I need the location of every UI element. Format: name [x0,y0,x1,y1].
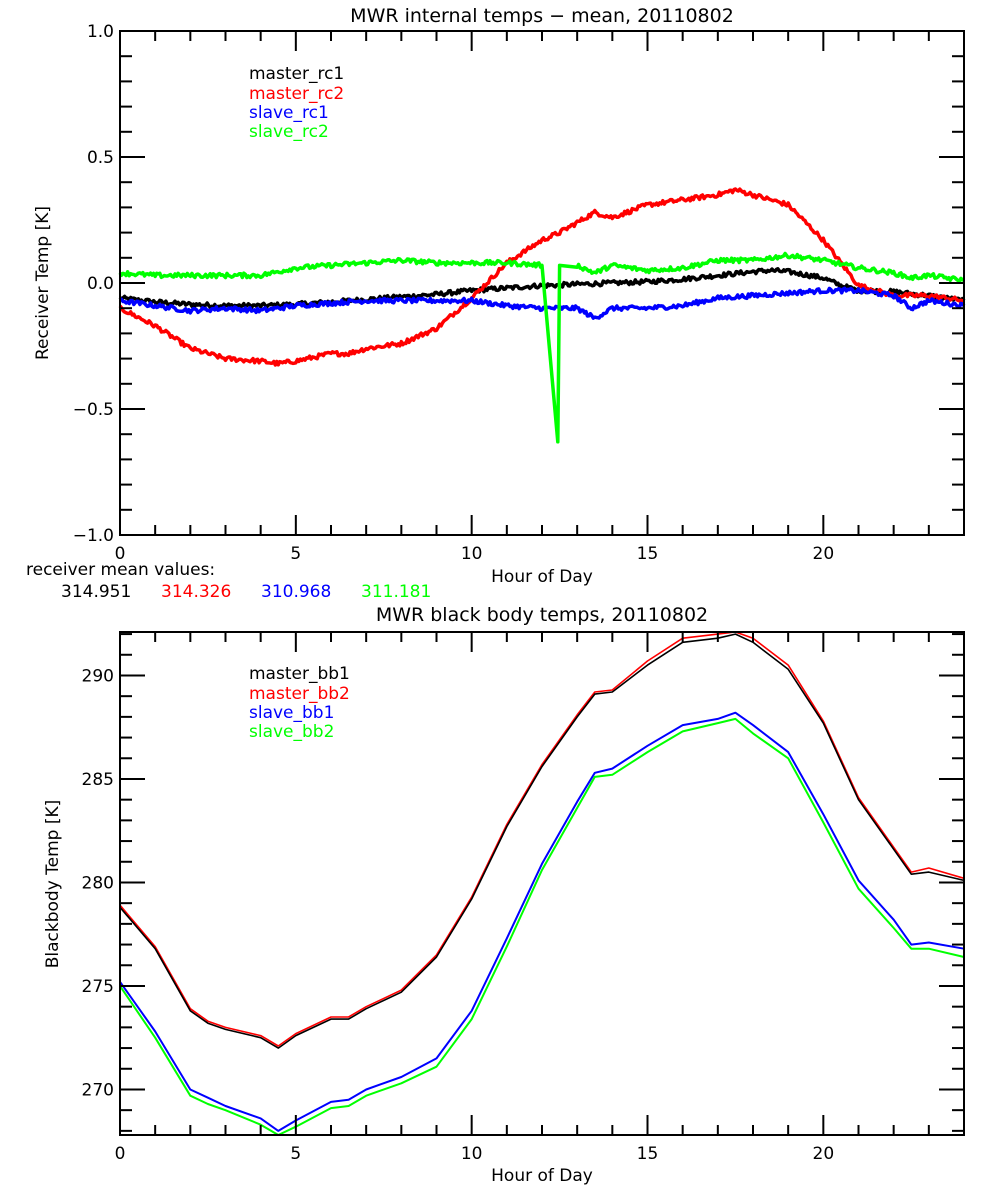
y-tick-label: 285 [82,770,114,790]
series-line-slave_bb1 [119,711,965,1132]
ticks-group: 0 5 10 15 20 −1.0 −0.5 0.0 0.5 1.0 [73,22,965,564]
x-axis-label: Hour of Day [491,1166,593,1186]
y-tick-label: 1.0 [87,22,114,42]
series-group [119,631,965,1136]
legend-item: slave_rc1 [249,103,329,123]
blackbody-temps-chart: MWR black body temps, 20110802 0 5 10 15 20 2… [43,604,965,1186]
chart-title: MWR black body temps, 20110802 [376,604,708,626]
x-tick-label: 10 [461,544,483,564]
plot-frame [119,631,965,1136]
y-tick-label: 275 [82,977,114,997]
y-tick-label: 270 [82,1080,114,1100]
x-tick-label: 5 [290,544,301,564]
legend-item: slave_bb2 [249,722,334,742]
x-tick-label: 20 [813,1144,835,1164]
legend-item: master_rc1 [249,64,344,84]
x-tick-label: 15 [637,544,659,564]
y-tick-label: 290 [82,666,114,686]
legend-item: slave_rc2 [249,122,329,142]
y-tick-label: 280 [82,873,114,893]
legend: master_rc1 master_rc2 slave_rc1 slave_rc… [249,64,344,142]
x-tick-label: 10 [461,1144,483,1164]
y-tick-label: 0.0 [87,274,114,294]
y-tick-label: −1.0 [73,526,114,546]
x-tick-label: 5 [290,1144,301,1164]
x-axis-label: Hour of Day [491,567,593,587]
y-tick-label: −0.5 [73,400,114,420]
mean-value: 314.326 [161,582,231,602]
mean-values-label: receiver mean values: [26,560,215,580]
mean-value: 310.968 [261,582,331,602]
y-axis-label: Blackbody Temp [K] [43,800,63,969]
series-line-slave_rc1 [119,286,966,320]
internal-temps-chart: MWR internal temps − mean, 20110802 0 5 10… [26,5,966,602]
legend-item: master_bb2 [249,684,350,704]
series-line-master_rc2 [118,187,965,367]
series-line-master_bb2 [119,631,965,1047]
y-tick-label: 0.5 [87,148,114,168]
legend-item: master_rc2 [249,84,344,104]
series-line-slave_bb2 [119,717,965,1136]
x-tick-label: 0 [115,544,126,564]
legend-item: master_bb1 [249,664,350,684]
x-tick-label: 20 [813,544,835,564]
legend-item: slave_bb1 [249,703,334,723]
ticks-group: 0 5 10 15 20 270 275 280 285 290 [82,632,965,1164]
legend: master_bb1 master_bb2 slave_bb1 slave_bb… [249,664,350,742]
x-tick-label: 0 [115,1144,126,1164]
y-axis-label: Receiver Temp [K] [33,206,53,360]
mean-value: 311.181 [361,582,431,602]
mean-value: 314.951 [61,582,131,602]
series-line-slave_rc2 [118,251,965,444]
mean-values-annotation: receiver mean values: 314.951 314.326 31… [26,560,431,602]
series-group [118,187,966,444]
series-line-master_bb1 [119,633,965,1049]
x-tick-label: 15 [637,1144,659,1164]
chart-title: MWR internal temps − mean, 20110802 [350,5,734,27]
